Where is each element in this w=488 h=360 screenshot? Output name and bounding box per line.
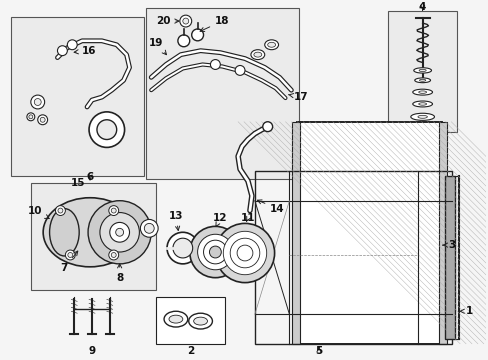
- Circle shape: [183, 18, 188, 24]
- Ellipse shape: [188, 313, 212, 329]
- Circle shape: [189, 226, 241, 278]
- Bar: [292, 122, 300, 344]
- Ellipse shape: [193, 317, 207, 325]
- Circle shape: [40, 117, 45, 122]
- Text: 2: 2: [187, 346, 194, 356]
- Ellipse shape: [419, 79, 425, 81]
- Circle shape: [27, 113, 35, 121]
- Bar: [156, 297, 225, 344]
- Text: 1: 1: [459, 306, 472, 316]
- Ellipse shape: [267, 42, 275, 47]
- Text: 6: 6: [86, 172, 94, 182]
- Ellipse shape: [264, 40, 278, 50]
- Circle shape: [67, 40, 77, 50]
- Circle shape: [55, 206, 65, 216]
- Text: 5: 5: [315, 346, 322, 356]
- Ellipse shape: [414, 78, 429, 83]
- Circle shape: [140, 220, 158, 237]
- Text: 14: 14: [257, 200, 285, 213]
- Circle shape: [110, 222, 129, 242]
- Text: 15: 15: [71, 178, 85, 188]
- Ellipse shape: [250, 50, 264, 59]
- Text: 17: 17: [288, 92, 308, 102]
- Bar: [387, 11, 456, 132]
- Circle shape: [191, 29, 203, 41]
- Text: 19: 19: [149, 38, 166, 55]
- Text: 12: 12: [213, 213, 227, 226]
- Bar: [439, 122, 447, 344]
- Circle shape: [97, 120, 117, 140]
- Ellipse shape: [412, 101, 431, 107]
- Bar: [297, 122, 442, 344]
- Circle shape: [34, 99, 41, 105]
- Circle shape: [167, 232, 198, 264]
- Circle shape: [58, 208, 63, 213]
- Bar: [254, 171, 451, 344]
- Circle shape: [178, 35, 189, 47]
- Circle shape: [65, 250, 75, 260]
- Text: 7: 7: [61, 251, 78, 273]
- Circle shape: [197, 234, 233, 270]
- Text: 16: 16: [74, 46, 96, 56]
- Text: 10: 10: [27, 206, 49, 219]
- Ellipse shape: [169, 315, 183, 323]
- Bar: [11, 17, 144, 176]
- Bar: [445, 176, 454, 339]
- Text: 4: 4: [418, 2, 426, 12]
- Ellipse shape: [49, 208, 79, 256]
- Ellipse shape: [418, 91, 426, 93]
- Circle shape: [237, 245, 252, 261]
- Circle shape: [180, 15, 191, 27]
- Circle shape: [144, 224, 154, 233]
- Circle shape: [38, 115, 47, 125]
- Circle shape: [111, 252, 116, 257]
- Circle shape: [230, 238, 259, 268]
- Circle shape: [58, 46, 67, 55]
- Text: 3: 3: [442, 240, 455, 250]
- Circle shape: [116, 228, 123, 236]
- Text: 11: 11: [240, 213, 255, 224]
- Text: 8: 8: [116, 264, 123, 283]
- Circle shape: [215, 224, 274, 283]
- Circle shape: [88, 201, 151, 264]
- Ellipse shape: [418, 103, 426, 105]
- Circle shape: [100, 212, 139, 252]
- Ellipse shape: [410, 113, 434, 120]
- Circle shape: [111, 208, 116, 213]
- Circle shape: [173, 238, 192, 258]
- Ellipse shape: [253, 52, 261, 57]
- Text: 13: 13: [168, 211, 183, 230]
- Circle shape: [108, 206, 119, 216]
- Ellipse shape: [43, 198, 137, 267]
- Bar: [146, 8, 299, 179]
- Ellipse shape: [418, 69, 426, 72]
- Ellipse shape: [417, 115, 427, 118]
- Text: 9: 9: [88, 346, 95, 356]
- Circle shape: [68, 252, 73, 257]
- Bar: [297, 122, 442, 344]
- Circle shape: [89, 112, 124, 147]
- Ellipse shape: [412, 89, 431, 95]
- Circle shape: [108, 250, 119, 260]
- Circle shape: [31, 95, 44, 109]
- Ellipse shape: [413, 68, 430, 73]
- Circle shape: [209, 246, 221, 258]
- Circle shape: [262, 122, 272, 132]
- Circle shape: [210, 59, 220, 69]
- Circle shape: [235, 66, 244, 75]
- Circle shape: [203, 240, 227, 264]
- Ellipse shape: [164, 311, 187, 327]
- Bar: [31, 183, 156, 289]
- Text: 20: 20: [156, 16, 179, 26]
- Circle shape: [29, 115, 33, 119]
- Bar: [297, 122, 442, 344]
- Circle shape: [223, 231, 266, 275]
- Text: 18: 18: [200, 16, 229, 31]
